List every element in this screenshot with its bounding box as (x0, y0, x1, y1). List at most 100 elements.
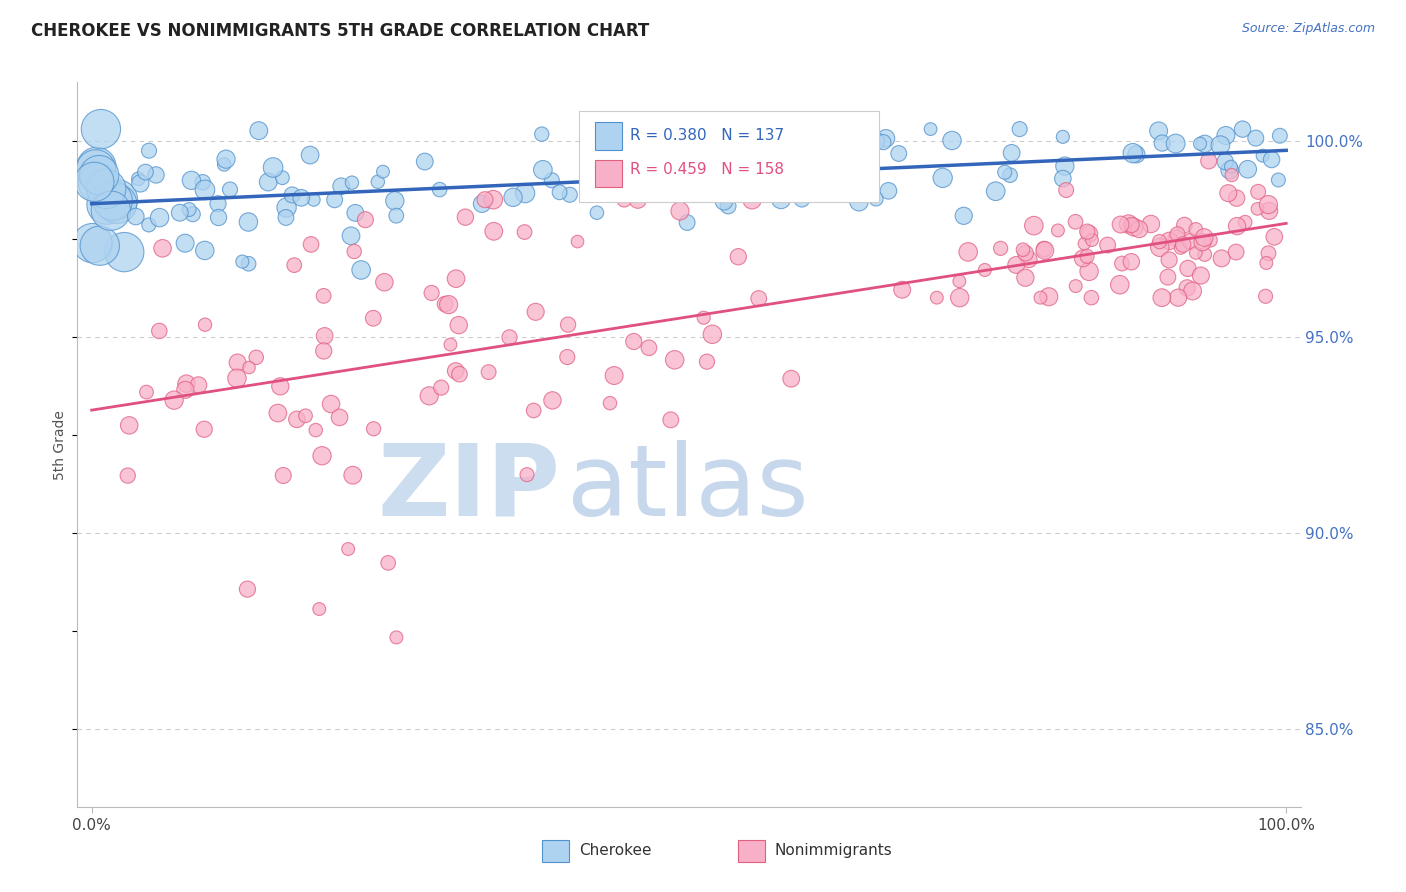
Point (439, 337, 461, 351)
Point (226, 355, 249, 369)
Point (1159, 234, 1181, 248)
Point (1263, 229, 1285, 244)
Point (540, 173, 562, 187)
Point (312, 343, 335, 358)
Point (305, 423, 328, 437)
Point (948, 274, 970, 288)
Point (780, 372, 803, 386)
Point (271, 170, 294, 185)
Point (1046, 223, 1069, 237)
Point (842, 164, 865, 178)
Text: R = 0.459   N = 158: R = 0.459 N = 158 (630, 161, 785, 177)
Point (1260, 153, 1282, 167)
Point (1128, 222, 1150, 236)
Point (1244, 131, 1267, 145)
Point (163, 393, 186, 408)
Point (215, 152, 238, 166)
Point (1258, 203, 1281, 218)
Point (717, 157, 740, 171)
Point (194, 183, 217, 197)
Point (1246, 202, 1268, 216)
Point (558, 187, 581, 202)
Point (187, 378, 209, 392)
Point (238, 215, 260, 229)
Point (134, 165, 156, 179)
Point (603, 368, 626, 383)
Point (638, 341, 661, 355)
Point (373, 275, 395, 289)
Point (838, 128, 860, 142)
Point (330, 179, 353, 194)
Point (1140, 217, 1163, 231)
Point (96, 182, 118, 196)
Point (557, 318, 579, 332)
Point (1109, 218, 1132, 232)
Point (1012, 243, 1035, 257)
Point (212, 157, 235, 171)
Point (696, 354, 718, 368)
Point (627, 193, 650, 207)
Point (478, 365, 501, 379)
Point (1198, 153, 1220, 168)
Point (1170, 241, 1192, 255)
Point (269, 379, 291, 393)
Point (1078, 264, 1101, 278)
Point (856, 122, 879, 136)
Point (877, 184, 900, 198)
Point (1111, 256, 1133, 270)
Point (541, 393, 564, 408)
Point (312, 289, 335, 303)
Point (174, 383, 197, 397)
Point (207, 211, 229, 225)
Point (1052, 129, 1074, 144)
Point (765, 179, 787, 194)
Point (1218, 186, 1240, 201)
Text: R = 0.380   N = 137: R = 0.380 N = 137 (630, 128, 785, 143)
Point (302, 193, 325, 207)
Point (83, 175, 105, 189)
Point (1159, 252, 1181, 267)
Point (872, 135, 894, 149)
Point (231, 254, 253, 268)
Point (207, 196, 229, 211)
Point (340, 176, 363, 190)
Point (1194, 247, 1216, 261)
Point (340, 228, 363, 243)
Point (776, 163, 799, 178)
Point (86, 160, 108, 174)
Point (690, 164, 713, 178)
Point (1123, 220, 1146, 235)
Point (524, 305, 547, 319)
Point (1191, 235, 1213, 250)
Point (730, 168, 752, 182)
Point (247, 123, 270, 137)
Point (262, 161, 284, 175)
Point (1268, 128, 1291, 143)
Point (713, 194, 735, 209)
Text: CHEROKEE VS NONIMMIGRANTS 5TH GRADE CORRELATION CHART: CHEROKEE VS NONIMMIGRANTS 5TH GRADE CORR… (31, 22, 650, 40)
Point (101, 194, 124, 208)
Point (82, 236, 104, 251)
Point (433, 297, 456, 311)
Point (1122, 146, 1144, 161)
Point (555, 350, 578, 364)
Point (627, 167, 650, 181)
Point (1157, 270, 1180, 285)
Point (1164, 136, 1187, 151)
Point (1150, 291, 1173, 305)
Point (779, 179, 801, 194)
Point (990, 241, 1012, 255)
Bar (595, 160, 621, 187)
Point (931, 170, 953, 185)
Point (274, 211, 297, 225)
Point (174, 236, 197, 251)
Point (420, 285, 443, 300)
Point (1118, 217, 1140, 231)
Point (586, 205, 609, 219)
Point (444, 364, 467, 378)
Point (650, 163, 672, 178)
Point (1211, 252, 1233, 266)
Point (337, 542, 360, 557)
Point (1199, 233, 1222, 247)
Point (371, 164, 394, 178)
